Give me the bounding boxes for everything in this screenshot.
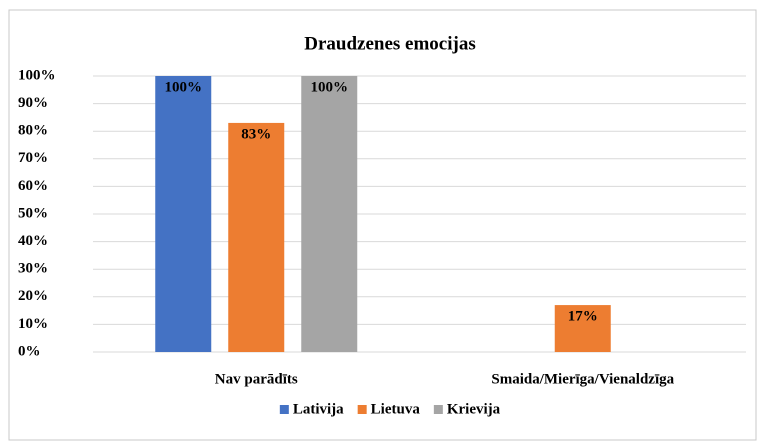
- y-tick-label: 40%: [18, 233, 48, 249]
- legend-swatch: [357, 405, 367, 414]
- chart-title: Draudzenes emocijas: [304, 33, 476, 54]
- data-label: 100%: [311, 79, 349, 95]
- y-tick-label: 0%: [18, 343, 41, 359]
- y-tick-label: 10%: [18, 316, 48, 332]
- legend-label: Krievija: [447, 401, 501, 417]
- x-tick-label: Smaida/Mierīga/Vienaldzīga: [491, 371, 674, 387]
- legend-label: Lativija: [293, 401, 344, 417]
- y-tick-label: 50%: [18, 205, 48, 221]
- y-tick-label: 80%: [18, 123, 48, 139]
- bar: [301, 76, 358, 352]
- bar: [228, 122, 285, 352]
- legend-swatch: [433, 405, 443, 414]
- legend-swatch: [279, 405, 289, 414]
- data-label: 100%: [165, 79, 203, 95]
- legend-label: Lietuva: [371, 401, 421, 417]
- y-tick-label: 90%: [18, 95, 48, 111]
- bar: [155, 76, 212, 352]
- y-tick-label: 100%: [18, 67, 56, 83]
- chart-frame: [8, 9, 757, 441]
- data-label: 17%: [568, 309, 598, 325]
- bar: [554, 305, 611, 352]
- y-tick-label: 30%: [18, 261, 48, 277]
- data-label: 83%: [241, 126, 271, 142]
- y-tick-label: 70%: [18, 150, 48, 166]
- x-tick-label: Nav parādīts: [215, 371, 298, 387]
- y-tick-label: 60%: [18, 178, 48, 194]
- y-tick-label: 20%: [18, 288, 48, 304]
